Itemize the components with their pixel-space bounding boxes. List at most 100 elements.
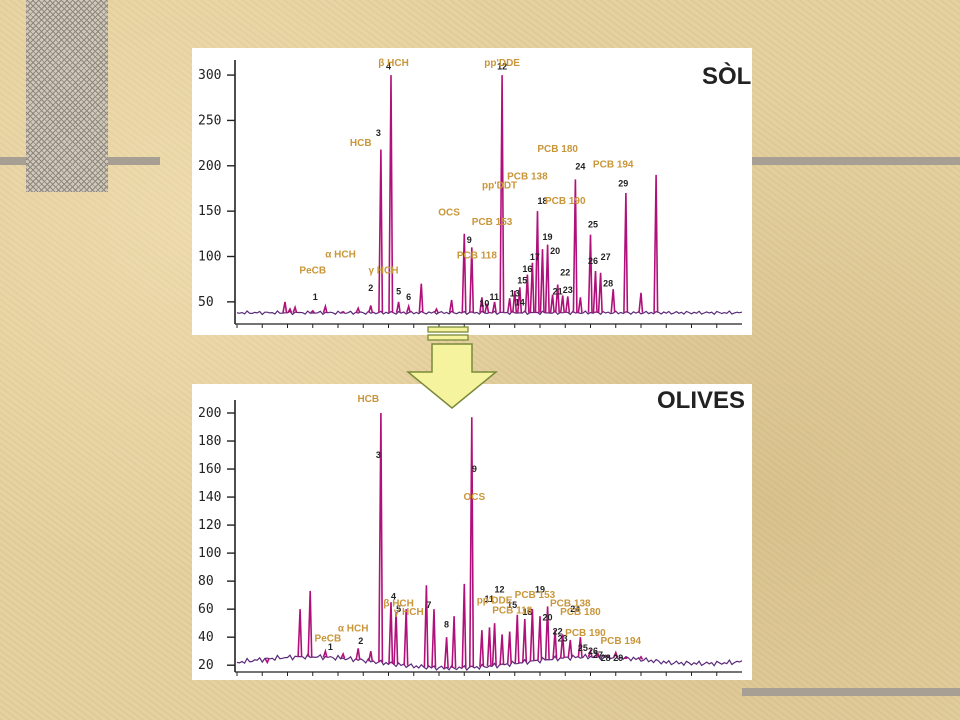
peak-number: 1 [328,642,333,652]
chromatogram-peak [479,297,485,313]
compound-label: PeCB [315,633,342,644]
chromatogram-peak [287,307,293,314]
y-tick-label: 150 [198,204,221,219]
chromatogram-peak [587,234,593,313]
chromatogram-peak [534,211,540,313]
decor-stripe-bottom [742,688,960,696]
chromatogram-peak [431,609,437,668]
compound-label: α HCH [338,624,369,635]
chromatogram-peak [638,655,644,660]
chromatogram-peak [368,651,374,662]
compound-label: PCB 153 [472,217,513,228]
peak-number: 29 [618,179,628,189]
chromatogram-olives: 200 180 160 140 120 100 80 60 40 20 OLIVES 1 2 3 4 5 7 8 9… [192,384,752,680]
chromatogram-peak [529,262,535,313]
peak-number: 9 [472,464,477,474]
chromatogram-peak [514,614,520,664]
chromatogram-peak [597,272,603,313]
peak-number: 12 [497,62,507,72]
peak-number: 24 [575,161,585,171]
peak-number: 25 [578,643,588,653]
peak-number: 27 [593,650,603,660]
peak-number: 5 [396,604,401,614]
chromatogram-peak [572,179,578,313]
chromatogram-peak [491,301,497,313]
peak-number: 21 [553,287,563,297]
chromatogram-peak [653,174,659,313]
compound-label: PCB 138 [550,598,591,609]
chromatogram-peak [499,634,505,665]
chromatogram-peak [544,244,550,313]
compound-label: pp'DDE [477,596,513,607]
chromatogram-peak [549,294,555,313]
chromatogram-peak [403,609,409,666]
y-tick-label: 20 [198,658,214,673]
compound-label: OCS [438,208,460,219]
peak-number: 18 [537,196,547,206]
compound-label: PeCB [299,266,326,277]
peak-number: 8 [444,619,449,629]
peak-number: 11 [490,292,500,302]
peak-number: 2 [368,283,373,293]
compound-label: PCB 118 [457,250,497,261]
peak-number: 28 [601,653,611,663]
chromatogram-peak [461,233,467,313]
chart-title: SÒL [702,62,751,90]
y-tick-label: 80 [198,574,214,589]
peak-number: 11 [484,594,494,604]
chromatogram-peak [388,75,394,313]
peak-number: 5 [396,287,401,297]
peak-number: 4 [386,62,391,72]
chromatogram-peak [340,651,346,659]
peak-number: 29 [613,653,623,663]
chromatogram-peak [567,639,573,658]
peak-number: 12 [495,584,505,594]
peak-number: 24 [570,604,580,614]
peak-number: 17 [530,252,540,262]
chromatogram-peak [559,295,565,313]
compound-label: γ HCH [368,266,398,277]
chromatogram-peak [388,602,394,664]
peak-number: 7 [426,600,431,610]
y-tick-label: 50 [198,295,214,310]
chromatogram-peak [479,630,485,667]
compound-label: pp'DDT [482,180,517,191]
chromatogram-peak [559,634,565,659]
chromatogram-peak [552,630,558,659]
compound-label: PCB 180 [537,144,578,155]
chromatogram-peak [524,274,530,313]
chromatogram-peak [587,648,593,658]
compound-label: PCB 118 [492,605,532,616]
chromatogram-peak [565,296,571,313]
y-tick-label: 60 [198,602,214,617]
peak-number: 2 [358,636,363,646]
compound-label: HCB [357,394,379,405]
chromatogram-peak [378,412,384,663]
peak-number: 9 [467,235,472,245]
chromatogram-peak [368,305,374,313]
peak-number: 4 [391,591,396,601]
chromatogram-peak [577,637,583,658]
chromatogram-peak [544,606,550,660]
peak-number: 16 [522,264,532,274]
chromatogram-peak [322,303,328,313]
compound-label: PCB 190 [565,628,606,639]
y-tick-label: 100 [198,250,221,265]
chromatogram-peak [405,303,411,313]
peak-number: 28 [603,278,613,288]
chromatogram-peak [506,631,512,665]
chromatogram-peak [554,284,560,313]
compound-label: α HCH [325,249,356,260]
chromatogram-peak [506,298,512,313]
chromatogram-peak [433,307,439,314]
peak-number: 23 [558,633,568,643]
chromatogram-peak [491,623,497,666]
chromatogram-peak [537,616,543,661]
chromatogram-peak [638,292,644,313]
chromatogram-peak [393,611,399,665]
chromatogram-peak [469,417,475,668]
peak-number: 6 [406,292,411,302]
peak-number: 1 [313,292,318,302]
chromatogram-peak [539,249,545,313]
y-tick-label: 160 [198,462,221,477]
